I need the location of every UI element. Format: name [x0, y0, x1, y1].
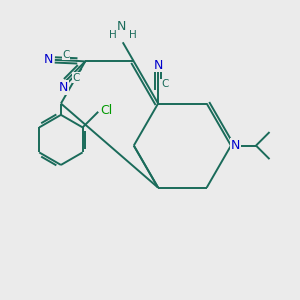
Text: Cl: Cl [100, 104, 112, 117]
Text: N: N [153, 59, 163, 72]
Text: H: H [109, 30, 116, 40]
Text: C: C [73, 73, 80, 82]
Text: C: C [62, 50, 70, 60]
Text: N: N [231, 139, 240, 152]
Text: N: N [59, 81, 68, 94]
Text: C: C [161, 80, 168, 89]
Text: H: H [129, 30, 137, 40]
Text: N: N [117, 20, 126, 33]
Text: N: N [44, 53, 53, 67]
